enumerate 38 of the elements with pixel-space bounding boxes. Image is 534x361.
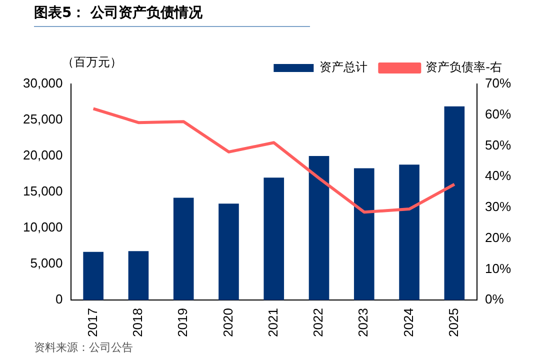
y-tick-label: 25,000 (22, 112, 63, 127)
y-tick-label: 20,000 (22, 148, 63, 163)
bar (218, 204, 239, 300)
y2-tick-label: 30% (484, 199, 512, 214)
y2-tick-label: 70% (484, 76, 512, 91)
x-tick-label: 2018 (130, 308, 146, 337)
x-tick-label: 2023 (356, 308, 371, 337)
y2-tick-label: 50% (484, 137, 512, 152)
y-tick-label: 10,000 (22, 220, 63, 235)
bar (128, 251, 149, 300)
bar (173, 198, 194, 300)
bar (444, 106, 465, 300)
legend-label: 资产负债率-右 (426, 60, 502, 74)
y-tick-label: 30,000 (22, 76, 63, 91)
bar (264, 178, 284, 300)
y-tick-label: 5,000 (30, 256, 63, 271)
y2-tick-label: 20% (484, 230, 512, 245)
x-tick-label: 2019 (175, 308, 190, 337)
bar (308, 156, 330, 300)
chart-title: 图表5： 公司资产负债情况 (34, 4, 310, 27)
bar (83, 252, 104, 300)
y2-tick-label: 0% (484, 292, 504, 307)
y2-tick-label: 40% (484, 168, 512, 184)
y-tick-label: 15,000 (22, 184, 63, 199)
x-tick-label: 2020 (220, 308, 236, 337)
y2-tick-label: 60% (484, 106, 512, 122)
bar (399, 164, 420, 300)
bar (354, 168, 374, 300)
y-tick-label: 0 (56, 292, 63, 307)
x-tick-label: 2022 (310, 308, 326, 337)
y2-tick-label: 10% (484, 260, 512, 276)
x-tick-label: 2021 (265, 308, 280, 337)
x-tick-label: 2024 (400, 308, 416, 337)
legend-label: 资产总计 (320, 60, 368, 74)
x-tick-label: 2025 (446, 308, 461, 337)
text: 资料来源：公司公告 (34, 340, 133, 355)
y-axis-title: （百万元） (62, 54, 122, 71)
x-tick-label: 2017 (84, 308, 100, 337)
